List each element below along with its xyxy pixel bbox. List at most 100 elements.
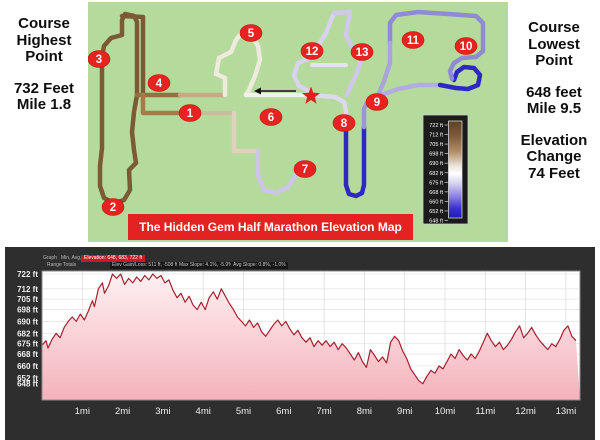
y-axis-label: 652 ft: [17, 374, 38, 383]
elevation-area: [42, 274, 580, 400]
course-marker-7: 7: [293, 160, 317, 178]
legend-label: 652 ft: [429, 209, 443, 215]
legend-label: 648 ft: [429, 219, 443, 225]
x-axis-label: 11mi: [475, 406, 495, 417]
x-axis-label: 7mi: [316, 406, 331, 417]
course-marker-3: 3: [88, 50, 111, 68]
y-axis-label: 705 ft: [17, 295, 38, 304]
legend-label: 690 ft: [429, 161, 443, 167]
highest-label-line: Course: [18, 15, 70, 32]
highest-label-line: Point: [25, 48, 63, 65]
course-path-segment: [343, 120, 367, 199]
course-path-segment: [255, 148, 304, 196]
course-path-segment: [97, 11, 140, 206]
legend-label: 705 ft: [429, 142, 443, 148]
max-slope-chip: Max Slope: 4.1%, -5.9%: [177, 262, 235, 269]
direction-arrow-head-icon: [254, 87, 261, 95]
y-axis-label: 722 ft: [17, 270, 38, 279]
x-axis-label: 12mi: [515, 406, 536, 417]
course-marker-4: 4: [147, 74, 171, 92]
gain-loss-chip: Elev Gain/Loss: 511 ft, -508 ft: [110, 262, 180, 269]
course-marker-8: 8: [332, 114, 356, 132]
course-marker-2: 2: [101, 198, 125, 216]
avg-slope-chip: Avg Slope: 0.8%, -1.0%: [231, 262, 288, 269]
lowest-label-line: Lowest: [528, 35, 580, 53]
legend-gradient-bar: [448, 120, 463, 219]
highest-mile-value: Mile 1.8: [16, 96, 72, 113]
min-avg-max-label: Min, Avg, Max: [61, 255, 93, 261]
elevation-change-block: Elevation Change 74 Feet: [508, 131, 600, 183]
svg-text:10: 10: [460, 41, 473, 53]
course-marker-11: 11: [401, 31, 425, 49]
legend-label: 712 ft: [429, 133, 443, 139]
x-axis-label: 13mi: [556, 406, 577, 417]
y-axis-label: 660 ft: [17, 362, 38, 371]
course-marker-10: 10: [454, 37, 478, 55]
svg-text:11: 11: [407, 35, 420, 47]
elevation-change-line: Elevation: [520, 131, 588, 149]
y-axis-label: 668 ft: [17, 350, 38, 359]
elevation-stats-chip[interactable]: Elevation: 648, 683, 722 ft: [81, 255, 146, 262]
svg-text:1: 1: [187, 108, 194, 120]
svg-text:2: 2: [110, 202, 116, 214]
elevation-change-line: Change: [526, 148, 582, 165]
highest-label-line: Highest: [16, 31, 72, 49]
legend-label: 675 ft: [429, 180, 443, 186]
svg-text:3: 3: [96, 54, 102, 66]
x-axis-label: 2mi: [115, 406, 130, 417]
svg-text:6: 6: [268, 112, 274, 124]
x-axis-label: 6mi: [276, 406, 291, 417]
course-highest-panel: Course Highest Point 732 Feet Mile 1.8: [0, 15, 88, 114]
svg-text:7: 7: [302, 164, 308, 176]
x-axis-label: 1mi: [75, 406, 90, 417]
course-lowest-panel: Course Lowest Point 648 feet Mile 9.5 El…: [508, 19, 600, 183]
course-marker-9: 9: [365, 93, 389, 111]
y-axis-label: 712 ft: [17, 285, 38, 294]
x-axis-label: 5mi: [236, 406, 251, 417]
course-marker-1: 1: [178, 104, 202, 122]
lowest-mile-value: Mile 9.5: [526, 100, 582, 117]
legend-label: 660 ft: [429, 199, 443, 205]
highest-elevation-value: 732 Feet: [13, 79, 75, 97]
course-path-segment: [140, 92, 191, 116]
svg-text:12: 12: [306, 46, 319, 58]
x-axis-label: 3mi: [155, 406, 170, 417]
lowest-label-line: Point: [535, 52, 573, 69]
elevation-line: [41, 273, 577, 385]
course-path-segment: [231, 110, 261, 154]
course-path-segment: [291, 10, 337, 98]
y-axis-label: 690 ft: [17, 317, 38, 326]
elevation-change-value: 74 Feet: [528, 164, 580, 182]
svg-text:9: 9: [374, 97, 380, 109]
x-axis-label: 9mi: [397, 406, 412, 417]
svg-text:4: 4: [156, 78, 163, 90]
x-axis-label: 4mi: [196, 406, 211, 417]
y-axis-label: 698 ft: [17, 306, 38, 315]
range-totals-label: Range Totals: [47, 262, 77, 268]
course-path-segment: [375, 40, 393, 99]
y-axis-label: 682 ft: [17, 329, 38, 338]
legend-label: 722 ft: [429, 123, 443, 129]
course-path-segment: [119, 13, 146, 98]
course-marker-6: 6: [259, 108, 283, 126]
legend-label: 682 ft: [429, 171, 443, 177]
x-axis-label: 10mi: [435, 406, 456, 417]
course-path-segment: [437, 64, 483, 92]
svg-text:13: 13: [356, 47, 369, 59]
graph-label: Graph: [43, 255, 57, 261]
course-map: 1 2 3 4 5 6 7 8 9 10 11 12 13 722 ft 712 ft 705 ft 698 f…: [88, 2, 508, 242]
y-axis-label: 675 ft: [17, 340, 38, 349]
course-marker-5: 5: [239, 24, 263, 42]
svg-text:8: 8: [341, 118, 348, 130]
course-marker-12: 12: [300, 42, 324, 60]
y-axis-label: 648 ft: [17, 380, 38, 389]
lowest-label-line: Course: [528, 19, 580, 36]
start-star-icon: [302, 86, 320, 104]
elevation-chart: 722 ft 712 ft 705 ft 698 ft 690 ft 682 ft 675 …: [5, 247, 595, 440]
map-title-banner: The Hidden Gem Half Marathon Elevation M…: [128, 214, 413, 240]
svg-text:5: 5: [248, 28, 255, 40]
course-marker-13: 13: [350, 43, 374, 61]
